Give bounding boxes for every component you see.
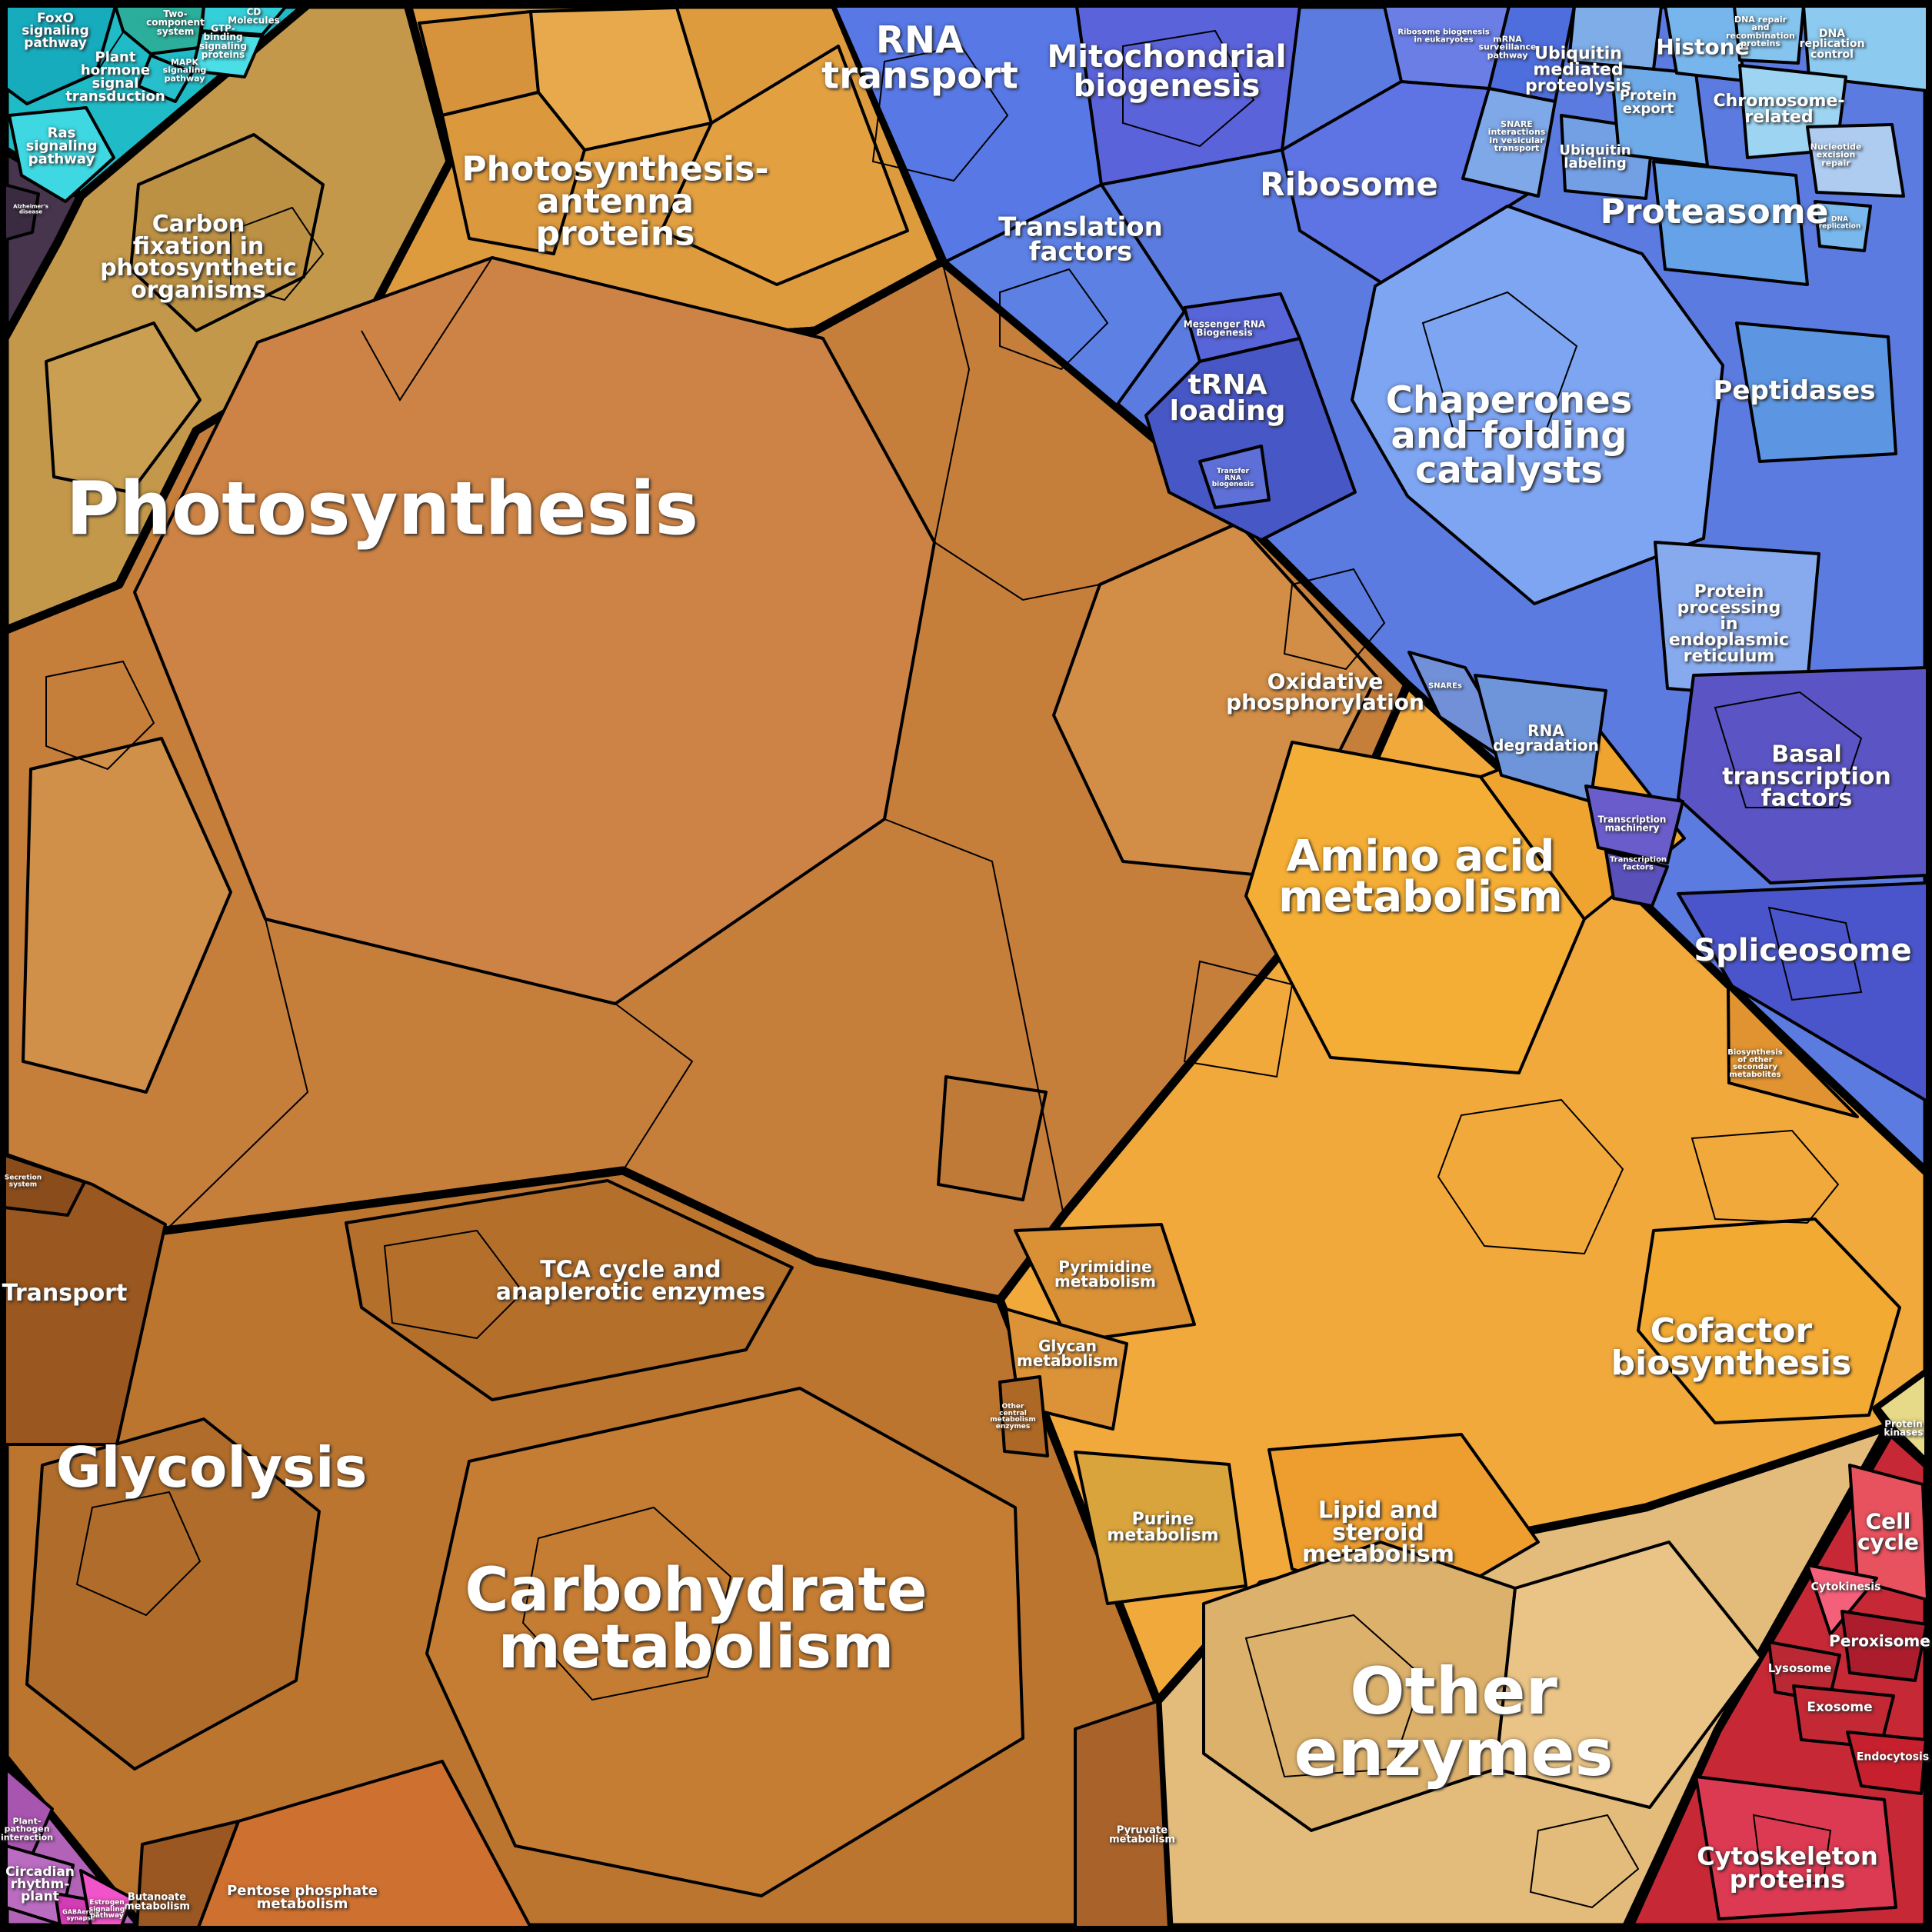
cell-outline <box>75 1491 202 1617</box>
cell-outline <box>1767 906 1863 1001</box>
cell-cytokinesis[interactable] <box>1806 1564 1878 1636</box>
cell-outline <box>361 257 493 401</box>
cell-outline <box>1529 1814 1640 1909</box>
cell-outline <box>1752 1814 1832 1886</box>
cell-estrogen[interactable] <box>79 1869 134 1927</box>
cell-outline <box>26 32 124 105</box>
cell-dna-replication[interactable] <box>1814 200 1872 252</box>
cell-energy-small[interactable] <box>937 1075 1048 1201</box>
cell-transfer-rna-biogenesis[interactable] <box>1198 445 1271 509</box>
cell-outline <box>934 261 971 543</box>
cell-chaperones[interactable] <box>1351 205 1724 605</box>
cell-carbonfix-b[interactable] <box>45 321 202 494</box>
cell-other-central-metabolism[interactable] <box>998 1375 1049 1457</box>
cell-purine[interactable] <box>1074 1451 1247 1605</box>
cell-cell-cycle[interactable] <box>1848 1464 1929 1601</box>
cell-two-component[interactable] <box>114 5 205 55</box>
cell-energy-left[interactable] <box>22 737 232 1094</box>
cell-peptidases[interactable] <box>1735 321 1897 463</box>
cell-outline <box>165 918 309 1231</box>
cell-dna-replication-control[interactable] <box>1802 5 1929 92</box>
cell-antenna-c[interactable] <box>441 91 586 255</box>
cell-snare-vesicular[interactable] <box>1461 87 1557 198</box>
cell-antenna-b[interactable] <box>529 6 713 152</box>
cell-outline <box>1714 691 1863 808</box>
cell-mapk[interactable] <box>137 54 194 103</box>
cell-other-enzymes-b[interactable] <box>1494 1541 1763 1809</box>
cell-secretion-system[interactable] <box>3 1154 86 1217</box>
cell-outline <box>521 1506 732 1701</box>
cell-biosynthesis-secondary[interactable] <box>1727 985 1859 1118</box>
cell-ribosome-biogenesis-euk[interactable] <box>1383 5 1511 90</box>
cell-outline <box>1437 1098 1624 1255</box>
cell-outline <box>1421 291 1578 431</box>
cell-dna-repair[interactable] <box>1733 5 1805 65</box>
cell-outline <box>45 660 155 771</box>
cell-outline <box>999 268 1109 371</box>
cell-protein-export[interactable] <box>1610 64 1709 167</box>
cell-outline <box>615 1003 694 1171</box>
cell-outline <box>1244 1614 1424 1778</box>
cell-cytoskeleton[interactable] <box>1694 1775 1897 1920</box>
cell-endocytosis[interactable] <box>1846 1730 1927 1795</box>
cell-pyruvate[interactable] <box>1074 1700 1171 1929</box>
cell-transcription-machinery[interactable] <box>1584 784 1684 864</box>
cell-outline <box>1283 568 1386 671</box>
cell-histone[interactable] <box>1664 5 1746 82</box>
cell-transcription-factors[interactable] <box>1604 850 1669 908</box>
cell-butanoate[interactable] <box>135 1820 240 1929</box>
cell-trna-loading[interactable] <box>1144 337 1357 541</box>
cell-outline <box>1183 960 1294 1078</box>
cell-proteasome[interactable] <box>1652 160 1809 286</box>
cell-outline <box>230 206 325 301</box>
cell-outline <box>884 818 1064 1216</box>
cell-outline <box>1690 1129 1840 1224</box>
cell-tca[interactable] <box>345 1179 794 1401</box>
cell-ubiquitin-mediated-proteolysis[interactable] <box>1567 5 1663 71</box>
cell-peroxisome[interactable] <box>1840 1610 1928 1682</box>
cell-outline <box>1122 29 1255 148</box>
cell-antenna-d[interactable] <box>660 45 909 286</box>
cell-spliceosome[interactable] <box>1677 881 1929 1103</box>
cell-cofactor-main[interactable] <box>1637 1217 1901 1424</box>
cell-outline <box>383 1229 525 1340</box>
cell-protein-kinases[interactable] <box>1874 1367 1930 1466</box>
cell-carbohydrate-main[interactable] <box>425 1387 1024 1897</box>
cell-outline <box>934 541 1101 601</box>
cell-disease-sub[interactable] <box>3 183 40 242</box>
cell-pyrimidine[interactable] <box>1014 1223 1196 1344</box>
cell-gtp-binding[interactable] <box>191 31 264 78</box>
cell-basal-transcription-factors[interactable] <box>1677 666 1929 884</box>
cell-outline <box>871 45 1009 182</box>
cell-nucleotide-excision-repair[interactable] <box>1806 123 1905 198</box>
cell-ras[interactable] <box>8 106 115 203</box>
